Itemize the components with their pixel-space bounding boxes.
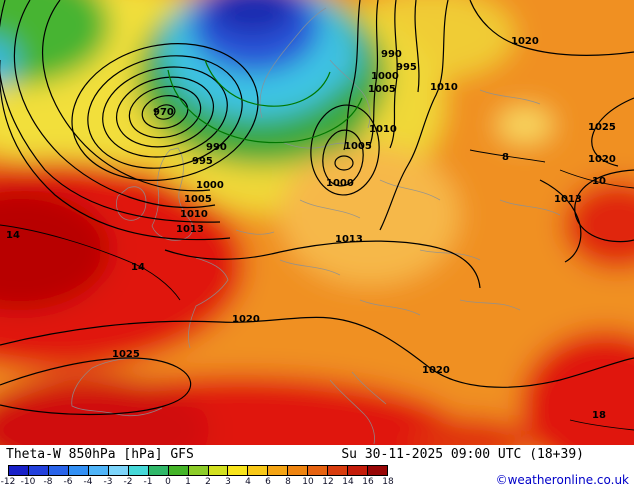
colorbar-tick-label: -4 [83, 477, 93, 487]
colorbar-segment [208, 466, 229, 475]
colorbar-segment [88, 466, 109, 475]
contour-label: 1000 [196, 180, 224, 191]
contour-label: 1025 [112, 349, 140, 360]
colorbar-segment [288, 466, 309, 475]
colorbar-tick-label: 14 [342, 477, 354, 487]
colorbar-tick-label: 18 [382, 477, 394, 487]
colorbar-segment [128, 466, 149, 475]
contour-label: 1000 [371, 71, 399, 82]
colorbar-tick-label: -12 [0, 477, 16, 487]
colorbar-tick-label: 4 [245, 477, 251, 487]
contour-label: 8 [502, 152, 509, 163]
contour-label: 1010 [369, 124, 397, 135]
colorbar-segment [268, 466, 289, 475]
colorbar-segment [148, 466, 169, 475]
colorbar-segment [308, 466, 329, 475]
contour-label: 1013 [176, 224, 204, 235]
contour-label: 1005 [184, 194, 212, 205]
colorbar-tick-label: -1 [143, 477, 153, 487]
colorbar-tick-label: 1 [185, 477, 191, 487]
contour-label: 995 [192, 156, 213, 167]
contour-label: 1000 [326, 178, 354, 189]
contour-label: 990 [206, 142, 227, 153]
colorbar-segment [28, 466, 49, 475]
colorbar-segment [228, 466, 249, 475]
contour-label: 1020 [588, 154, 616, 165]
colorbar-tick-label: 10 [302, 477, 314, 487]
isobar-layer [0, 0, 634, 431]
contour-label: 1010 [430, 82, 458, 93]
contour-label: 1013 [554, 194, 582, 205]
contour-label: 1020 [232, 314, 260, 325]
colorbar-segment [68, 466, 89, 475]
green-contour-layer [167, 59, 363, 144]
contour-label: 1025 [588, 122, 616, 133]
colorbar-segment [48, 466, 69, 475]
colorbar-segment [368, 466, 388, 475]
colorbar-tick-label: -8 [43, 477, 53, 487]
colorbar-tick-label: 8 [285, 477, 291, 487]
colorbar-tick-label: 12 [322, 477, 334, 487]
contour-labels-layer: 9709909951000100510101013141499099510001… [6, 36, 616, 421]
contour-label: 18 [592, 410, 606, 421]
contour-label: 1020 [511, 36, 539, 47]
contour-label: 990 [381, 49, 402, 60]
product-title: Theta-W 850hPa [hPa] GFS [6, 447, 194, 462]
colorbar-tick-label: 16 [362, 477, 374, 487]
weather-map-image: 9709909951000100510101013141499099510001… [0, 0, 634, 445]
colorbar-segment [108, 466, 129, 475]
field-layer [0, 0, 634, 445]
colorbar-tick-label: -2 [123, 477, 133, 487]
colorbar-segment [188, 466, 209, 475]
contour-label: 970 [153, 107, 174, 118]
colorbar-tick-label: 2 [205, 477, 211, 487]
contour-label: 1020 [422, 365, 450, 376]
contour-label: 1005 [368, 84, 396, 95]
contour-label: 10 [592, 176, 606, 187]
colorbar-segment [348, 466, 369, 475]
copyright-link[interactable]: ©weatheronline.co.uk [495, 473, 629, 487]
contour-label: 1005 [344, 141, 372, 152]
colorbar-segment [9, 466, 29, 475]
colorbar [8, 465, 388, 476]
caption-bar: Theta-W 850hPa [hPa] GFS Su 30-11-2025 0… [0, 445, 634, 490]
colorbar-tick-label: 6 [265, 477, 271, 487]
contour-label: 1013 [335, 234, 363, 245]
valid-datetime: Su 30-11-2025 09:00 UTC (18+39) [341, 447, 584, 462]
contour-label: 14 [131, 262, 145, 273]
contour-label: 1010 [180, 209, 208, 220]
colorbar-tick-label: -6 [63, 477, 73, 487]
colorbar-tick-label: -10 [20, 477, 36, 487]
colorbar-tick-label: 3 [225, 477, 231, 487]
contour-label: 995 [396, 62, 417, 73]
colorbar-segment [168, 466, 189, 475]
colorbar-segment [248, 466, 269, 475]
contour-label: 14 [6, 230, 20, 241]
colorbar-segment [328, 466, 349, 475]
caption-row: Theta-W 850hPa [hPa] GFS Su 30-11-2025 0… [0, 445, 634, 462]
colorbar-tick-label: -3 [103, 477, 113, 487]
colorbar-tick-label: 0 [165, 477, 171, 487]
weather-map: 970 990 995 1000 1005 1010 1013 14 14 990 995 1000 1… [0, 0, 634, 445]
colorbar-scale: -12 -10 -8 -6 -4 -3 -2 -1 0 1 2 3 4 6 8 10 12 14 16 18 [1, 477, 403, 489]
